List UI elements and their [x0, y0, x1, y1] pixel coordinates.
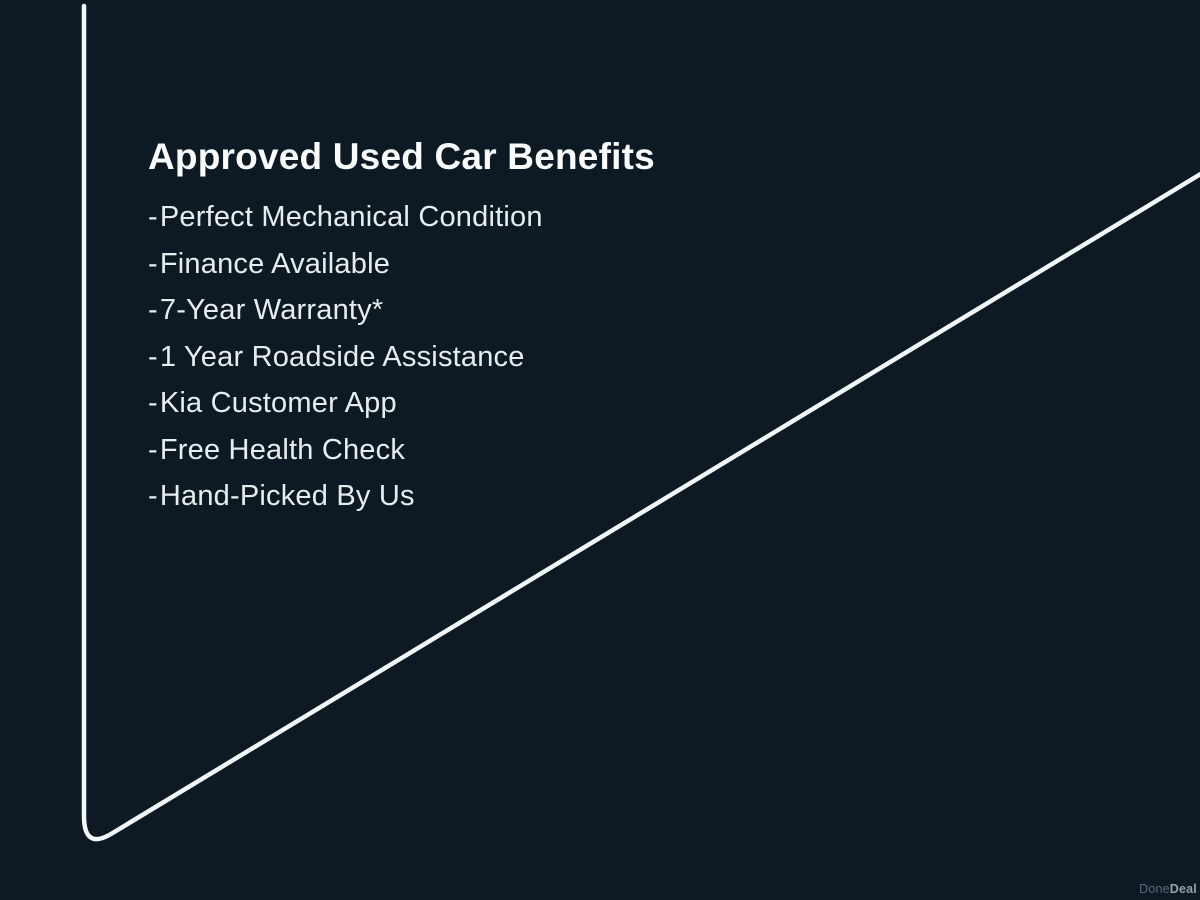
benefits-content: Approved Used Car Benefits -Perfect Mech…: [148, 134, 848, 520]
donedeal-watermark: DoneDeal: [1139, 881, 1197, 896]
watermark-prefix: Done: [1139, 881, 1170, 896]
watermark-suffix: Deal: [1169, 881, 1197, 896]
bullet-dash: -: [148, 340, 158, 373]
benefit-item: -Perfect Mechanical Condition: [148, 194, 848, 241]
bullet-dash: -: [148, 247, 158, 280]
bullet-dash: -: [148, 294, 158, 326]
benefit-text: 1 Year Roadside Assistance: [159, 340, 525, 373]
benefit-item: -1 Year Roadside Assistance: [148, 334, 848, 381]
benefit-list: -Perfect Mechanical Condition -Finance A…: [148, 194, 848, 520]
bullet-dash: -: [148, 480, 158, 512]
page-title: Approved Used Car Benefits: [148, 136, 655, 177]
benefit-text: Finance Available: [159, 247, 391, 280]
benefit-text: Perfect Mechanical Condition: [159, 201, 543, 233]
benefit-text: Hand-Picked By Us: [159, 480, 415, 512]
benefit-item: -7-Year Warranty*: [148, 287, 848, 334]
benefit-text: 7-Year Warranty*: [159, 294, 384, 326]
benefit-item: -Hand-Picked By Us: [148, 473, 848, 520]
benefit-item: -Kia Customer App: [148, 380, 848, 427]
bullet-dash: -: [148, 387, 158, 419]
benefit-item: -Free Health Check: [148, 427, 848, 474]
bullet-dash: -: [148, 433, 158, 466]
benefit-text: Kia Customer App: [159, 387, 397, 419]
bullet-dash: -: [148, 201, 158, 233]
benefit-item: -Finance Available: [148, 241, 848, 288]
benefit-text: Free Health Check: [159, 433, 406, 466]
